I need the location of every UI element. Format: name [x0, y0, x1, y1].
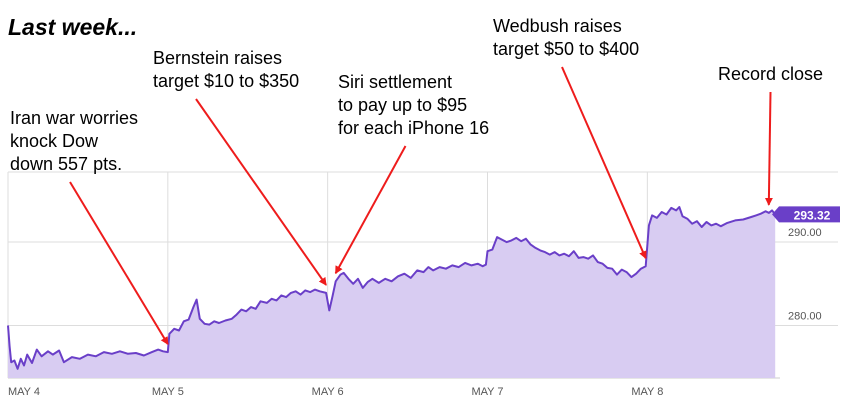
annotation-arrow: [69, 181, 169, 346]
annotation-siri-settlement: Siri settlement to pay up to $95 for eac…: [338, 72, 490, 138]
x-tick-label: MAY 6: [312, 386, 344, 398]
last-price-badge: 293.32: [772, 206, 840, 223]
annotation-iran-war: Iran war worries knock Dow down 557 pts.: [10, 108, 139, 174]
price-area: [8, 207, 776, 378]
annotation-wedbush: Wedbush raises target $50 to $400: [493, 16, 640, 59]
y-tick-label: 280.00: [788, 310, 822, 322]
last-price-badge-shape: [772, 206, 840, 223]
x-tick-label: MAY 5: [152, 386, 184, 398]
annotation-arrow: [195, 98, 327, 286]
price-line: [7, 206, 776, 370]
x-tick-label: MAY 8: [631, 386, 663, 398]
x-tick-label: MAY 7: [472, 386, 504, 398]
y-axis: 280.00 290.00: [788, 227, 822, 322]
annotation-arrows: [69, 66, 773, 346]
x-axis: MAY 4 MAY 5 MAY 6 MAY 7 MAY 8: [8, 386, 663, 398]
y-tick-label: 290.00: [788, 227, 822, 239]
annotation-arrow: [764, 91, 773, 206]
chart-title: Last week...: [8, 14, 138, 40]
annotation-arrow: [334, 145, 407, 275]
annotation-bernstein: Bernstein raises target $10 to $350: [153, 48, 300, 91]
last-price-label: 293.32: [794, 208, 831, 222]
x-tick-label: MAY 4: [8, 386, 40, 398]
annotation-arrow: [561, 66, 647, 260]
annotation-record-close: Record close: [718, 64, 824, 84]
